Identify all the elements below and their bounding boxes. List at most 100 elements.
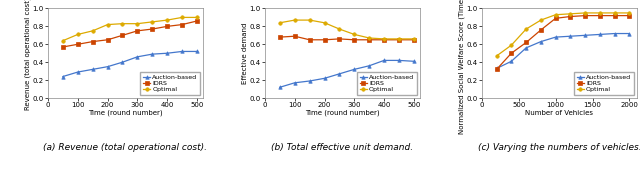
Auction-based xyxy=(89,68,97,70)
Optimal xyxy=(380,38,388,40)
Auction-based xyxy=(410,60,418,62)
X-axis label: Time (round number): Time (round number) xyxy=(88,110,163,116)
Auction-based xyxy=(335,73,343,75)
IDRS xyxy=(395,39,403,41)
Auction-based xyxy=(566,35,574,37)
Auction-based xyxy=(104,66,111,68)
Auction-based xyxy=(321,77,328,79)
IDRS xyxy=(163,25,171,27)
Optimal xyxy=(179,16,186,18)
Optimal xyxy=(276,22,284,24)
IDRS xyxy=(59,46,67,48)
Auction-based xyxy=(134,56,141,58)
Line: Optimal: Optimal xyxy=(278,18,415,41)
Auction-based xyxy=(351,68,358,70)
Auction-based xyxy=(148,53,156,55)
Line: IDRS: IDRS xyxy=(61,19,199,49)
IDRS xyxy=(566,16,574,18)
IDRS xyxy=(581,15,589,17)
Auction-based xyxy=(118,61,126,63)
IDRS xyxy=(118,34,126,36)
IDRS xyxy=(410,39,418,41)
Optimal xyxy=(581,12,589,14)
Optimal xyxy=(118,23,126,25)
IDRS xyxy=(148,28,156,30)
IDRS xyxy=(493,68,500,70)
Optimal xyxy=(493,55,500,57)
Optimal xyxy=(335,28,343,30)
Optimal xyxy=(611,12,618,14)
Auction-based xyxy=(163,52,171,54)
Auction-based xyxy=(291,82,299,84)
IDRS xyxy=(276,36,284,38)
Text: (b) Total effective unit demand.: (b) Total effective unit demand. xyxy=(271,143,413,152)
IDRS xyxy=(351,39,358,41)
Line: Auction-based: Auction-based xyxy=(61,50,199,78)
Auction-based xyxy=(537,41,545,43)
IDRS xyxy=(522,41,530,43)
Y-axis label: Normalized Social Welfare Score (Time = 500): Normalized Social Welfare Score (Time = … xyxy=(458,0,465,134)
Optimal xyxy=(508,44,515,46)
Line: Auction-based: Auction-based xyxy=(495,32,631,70)
Line: Optimal: Optimal xyxy=(495,11,631,58)
Auction-based xyxy=(306,80,314,82)
Optimal xyxy=(74,33,82,35)
Auction-based xyxy=(380,59,388,61)
IDRS xyxy=(552,17,559,19)
Optimal xyxy=(351,33,358,35)
IDRS xyxy=(74,43,82,45)
Auction-based xyxy=(596,33,604,35)
X-axis label: Number of Vehicles: Number of Vehicles xyxy=(525,110,593,116)
Optimal xyxy=(59,40,67,42)
IDRS xyxy=(611,15,618,17)
Optimal xyxy=(291,19,299,21)
Optimal xyxy=(552,14,559,16)
Optimal xyxy=(104,23,111,26)
IDRS xyxy=(89,41,97,43)
Legend: Auction-based, IDRS, Optimal: Auction-based, IDRS, Optimal xyxy=(574,72,634,95)
IDRS xyxy=(537,29,545,31)
Optimal xyxy=(625,12,633,14)
X-axis label: Time (round number): Time (round number) xyxy=(305,110,380,116)
IDRS xyxy=(625,15,633,17)
IDRS xyxy=(508,52,515,54)
Auction-based xyxy=(365,65,373,67)
Line: IDRS: IDRS xyxy=(495,14,631,71)
Optimal xyxy=(365,37,373,39)
Auction-based xyxy=(581,34,589,36)
Y-axis label: Revenue (total operational cost): Revenue (total operational cost) xyxy=(25,0,31,110)
Optimal xyxy=(596,12,604,14)
Optimal xyxy=(566,13,574,15)
Optimal xyxy=(134,23,141,25)
Optimal xyxy=(395,38,403,40)
IDRS xyxy=(321,39,328,41)
IDRS xyxy=(179,23,186,26)
Optimal xyxy=(89,30,97,32)
IDRS xyxy=(380,39,388,41)
IDRS xyxy=(104,39,111,41)
Auction-based xyxy=(395,59,403,61)
Auction-based xyxy=(625,32,633,34)
Auction-based xyxy=(59,76,67,78)
Optimal xyxy=(148,21,156,23)
IDRS xyxy=(596,15,604,17)
Legend: Auction-based, IDRS, Optimal: Auction-based, IDRS, Optimal xyxy=(357,72,417,95)
Auction-based xyxy=(193,50,201,52)
IDRS xyxy=(365,39,373,41)
Optimal xyxy=(163,19,171,21)
IDRS xyxy=(335,38,343,40)
Y-axis label: Effective demand: Effective demand xyxy=(242,22,248,84)
Text: (c) Varying the numbers of vehicles.: (c) Varying the numbers of vehicles. xyxy=(477,143,640,152)
IDRS xyxy=(291,35,299,37)
Legend: Auction-based, IDRS, Optimal: Auction-based, IDRS, Optimal xyxy=(140,72,200,95)
Line: Auction-based: Auction-based xyxy=(278,59,415,89)
Text: (a) Revenue (total operational cost).: (a) Revenue (total operational cost). xyxy=(44,143,207,152)
Auction-based xyxy=(552,36,559,38)
Optimal xyxy=(193,16,201,18)
Auction-based xyxy=(508,60,515,62)
IDRS xyxy=(134,30,141,32)
Auction-based xyxy=(179,50,186,52)
Optimal xyxy=(537,19,545,21)
Line: IDRS: IDRS xyxy=(278,34,415,42)
Auction-based xyxy=(276,86,284,88)
